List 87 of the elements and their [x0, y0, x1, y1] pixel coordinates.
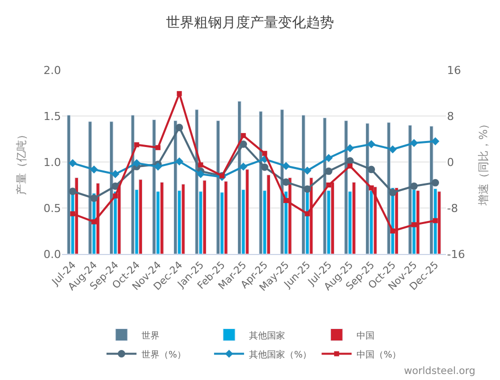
- y-tick-label: 0.5: [44, 202, 61, 215]
- point: [239, 162, 248, 171]
- bar: [302, 114, 306, 254]
- point: [90, 165, 98, 174]
- bar: [437, 191, 442, 254]
- y2-axis-title: 增速（同比，%）: [477, 118, 490, 207]
- y2-tick-label: 0: [447, 156, 454, 169]
- y-tick-label: 1.5: [44, 110, 61, 123]
- point: [390, 228, 396, 234]
- bar: [216, 120, 220, 254]
- point: [262, 150, 268, 156]
- bar: [181, 184, 186, 254]
- text: worldsteel.org: [404, 366, 476, 377]
- bar: [238, 101, 242, 254]
- y-tick-label: 2.0: [44, 64, 61, 77]
- y-tick-label: 0.0: [44, 248, 61, 261]
- bar: [174, 120, 178, 254]
- point: [367, 140, 376, 148]
- chart-title: 世界粗钢月度产量变化趋势: [166, 14, 334, 31]
- point: [388, 188, 396, 196]
- point: [388, 145, 397, 154]
- point: [410, 139, 418, 148]
- y-tick-label: 1.0: [44, 156, 61, 169]
- point: [175, 157, 184, 166]
- y2-tick-label: -8: [447, 202, 458, 215]
- point: [132, 159, 141, 168]
- point: [410, 182, 418, 190]
- point: [260, 163, 268, 171]
- legend-label: 中国（%）: [356, 349, 402, 360]
- point: [198, 162, 204, 168]
- y2-tick-label: 8: [447, 110, 454, 123]
- legend-label: 其他国家: [249, 330, 286, 342]
- point: [284, 198, 288, 204]
- bar: [110, 121, 114, 254]
- point: [282, 162, 290, 170]
- bar: [152, 119, 156, 254]
- point: [156, 145, 160, 150]
- point: [90, 194, 98, 202]
- legend-label: 其他国家（%）: [249, 349, 312, 360]
- point: [240, 140, 248, 148]
- point: [282, 178, 290, 186]
- point: [176, 124, 184, 132]
- point: [196, 170, 205, 178]
- point: [368, 185, 374, 190]
- point: [412, 222, 416, 228]
- bar: [430, 126, 434, 254]
- point: [304, 211, 310, 216]
- point: [68, 188, 76, 196]
- legend-label: 中国: [356, 330, 375, 342]
- point: [324, 154, 333, 162]
- bar: [344, 120, 348, 254]
- point: [176, 91, 182, 96]
- point: [432, 218, 438, 224]
- bar: [245, 169, 250, 254]
- point: [346, 144, 354, 152]
- point: [134, 142, 140, 148]
- point: [112, 182, 120, 190]
- bar: [88, 121, 92, 254]
- bar: [138, 179, 142, 254]
- point: [326, 182, 332, 188]
- bar: [266, 174, 270, 254]
- point: [304, 185, 312, 193]
- bar: [408, 124, 412, 254]
- bar: [280, 109, 284, 254]
- point: [68, 159, 77, 168]
- point: [112, 193, 118, 198]
- bar: [160, 182, 164, 254]
- point: [303, 166, 312, 175]
- point: [70, 211, 76, 216]
- legend-label: 世界: [142, 330, 160, 342]
- point: [154, 162, 162, 171]
- point: [111, 170, 120, 178]
- bar: [352, 182, 356, 254]
- point: [368, 166, 376, 174]
- y-axis-title: 产量（亿吨）: [15, 129, 28, 195]
- bar: [202, 180, 206, 254]
- point: [348, 164, 352, 169]
- point: [240, 133, 246, 138]
- y2-tick-label: 16: [447, 64, 461, 77]
- y2-tick-label: -16: [447, 248, 465, 261]
- legend-label: 世界（%）: [142, 349, 186, 360]
- bar: [224, 181, 228, 254]
- point: [92, 219, 96, 224]
- point: [432, 179, 440, 186]
- point: [324, 168, 332, 175]
- point: [431, 137, 440, 146]
- bar: [366, 123, 370, 254]
